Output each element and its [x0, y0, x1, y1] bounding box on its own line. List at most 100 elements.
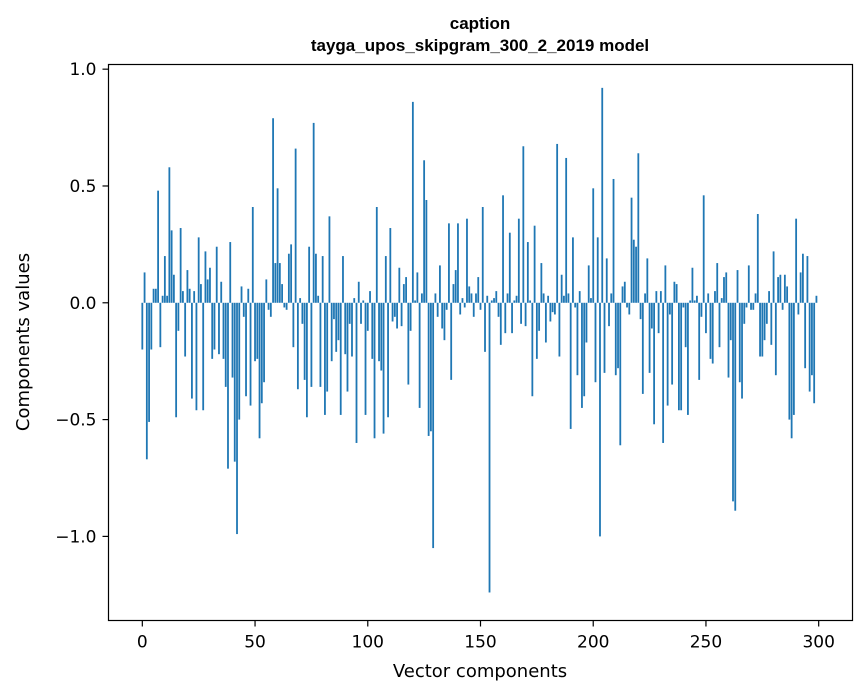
bar	[452, 284, 455, 303]
bar	[335, 302, 338, 352]
bar	[263, 302, 265, 383]
x-axis-ticks: 0 50 100 150 200 250 300	[137, 620, 835, 653]
bar	[290, 244, 293, 303]
x-axis-label: Vector components	[393, 661, 567, 682]
bar	[432, 302, 435, 549]
bar	[312, 122, 315, 303]
bar	[565, 157, 568, 303]
bar	[159, 302, 162, 348]
bar	[659, 291, 662, 303]
bar	[732, 302, 734, 502]
bar	[475, 293, 477, 303]
bar	[206, 279, 209, 303]
bar	[779, 274, 782, 303]
bar	[434, 293, 437, 303]
bar	[405, 277, 407, 303]
bar	[319, 302, 322, 387]
bar	[373, 302, 376, 439]
bar	[283, 302, 286, 308]
bar	[148, 302, 150, 422]
bar	[204, 251, 207, 303]
bar	[693, 300, 696, 303]
bar	[556, 143, 559, 303]
bar	[393, 302, 396, 317]
bar	[186, 270, 189, 303]
bar	[324, 302, 326, 415]
bar	[470, 293, 473, 303]
bar	[554, 302, 556, 315]
bar	[547, 295, 550, 303]
bar	[177, 302, 180, 331]
bar	[213, 302, 216, 350]
bar	[326, 302, 329, 392]
bar-series	[141, 87, 818, 593]
bar	[716, 263, 719, 303]
bar	[799, 272, 802, 303]
y-tick-label: −1.0	[55, 527, 96, 547]
bar	[193, 291, 196, 303]
bar	[450, 302, 453, 380]
bar	[276, 188, 279, 303]
bar	[718, 302, 721, 348]
bar	[741, 302, 743, 399]
bar	[306, 302, 308, 418]
bar	[200, 284, 202, 303]
bar	[391, 302, 394, 322]
bar	[745, 302, 748, 308]
y-axis-label: Components values	[13, 253, 34, 431]
bar	[549, 302, 552, 322]
bar	[738, 302, 741, 383]
bar	[655, 291, 658, 303]
bar	[560, 274, 563, 303]
bar	[402, 284, 405, 303]
bar	[788, 302, 791, 420]
bar	[220, 281, 223, 303]
bar	[774, 302, 777, 376]
bar	[517, 218, 520, 303]
bar	[330, 302, 333, 362]
bar	[296, 302, 299, 390]
bar	[172, 274, 175, 303]
bar	[236, 302, 238, 535]
bar	[360, 302, 362, 324]
bar	[278, 263, 281, 303]
bar	[752, 302, 755, 310]
x-tick-label: 100	[352, 633, 384, 653]
chart-title: caption	[450, 14, 510, 33]
bar	[227, 302, 229, 469]
chart-subtitle: tayga_upos_skipgram_300_2_2019 model	[311, 36, 649, 55]
bar	[479, 302, 482, 310]
bar	[786, 286, 789, 303]
bar	[495, 291, 498, 303]
bar	[770, 302, 773, 345]
x-tick-label: 250	[690, 633, 722, 653]
bar	[285, 302, 288, 310]
bar	[461, 298, 464, 303]
bar	[472, 302, 475, 317]
bar	[720, 298, 723, 303]
bar	[797, 302, 800, 315]
bar	[168, 167, 171, 303]
bar	[504, 302, 507, 334]
bar	[328, 216, 331, 303]
bar	[533, 225, 536, 303]
bar	[759, 302, 761, 357]
bar	[195, 302, 198, 411]
bar	[425, 200, 428, 303]
bar	[691, 267, 694, 303]
bar	[601, 87, 604, 303]
bar	[502, 195, 504, 303]
bar	[218, 302, 220, 355]
bar	[499, 302, 502, 345]
bar	[287, 253, 290, 303]
bar	[369, 291, 371, 303]
bar	[576, 302, 579, 376]
bar	[639, 302, 642, 320]
bar	[346, 302, 349, 392]
bar	[308, 246, 311, 303]
bar	[380, 302, 383, 371]
bar	[578, 291, 581, 303]
bar	[761, 302, 764, 357]
bar	[468, 286, 471, 303]
bar	[644, 293, 646, 303]
